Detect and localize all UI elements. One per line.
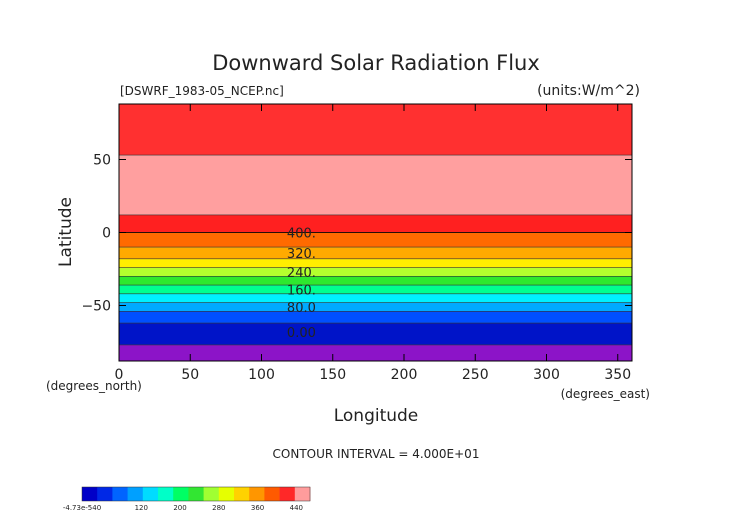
colorbar-swatch (203, 487, 220, 501)
x-tick-label: 250 (462, 367, 489, 383)
colorbar-swatch (294, 487, 311, 501)
colorbar-swatch (173, 487, 189, 501)
contour-band (119, 293, 632, 303)
colorbar-label: -4.73e-540 (63, 504, 101, 512)
colorbar-label: 280 (212, 504, 225, 512)
colorbar-label: 120 (135, 504, 148, 512)
contour-label: 160. (287, 283, 316, 298)
colorbar-swatch (188, 487, 205, 501)
colorbar-swatch (82, 487, 98, 501)
colorbar-swatch (158, 487, 174, 501)
contour-band (119, 311, 632, 324)
colorbar-label: 200 (173, 504, 186, 512)
contour-label: 320. (287, 247, 316, 262)
plot-area (119, 104, 632, 361)
y-axis-label: Latitude (56, 197, 76, 267)
chart-title: Downward Solar Radiation Flux (212, 51, 540, 75)
colorbar-swatch (249, 487, 265, 501)
colorbar-label: 360 (251, 504, 264, 512)
x-unit-label: (degrees_east) (561, 387, 650, 401)
contour-band (119, 214, 632, 233)
y-axis: 50 0 −50 (81, 152, 632, 315)
x-axis: 0 50 100 150 200 250 300 350 (115, 104, 631, 383)
contour-interval-label: CONTOUR INTERVAL = 4.000E+01 (273, 447, 480, 461)
contour-band (119, 323, 632, 345)
colorbar-swatch (112, 487, 129, 501)
colorbar-swatch (279, 487, 296, 501)
contour-band (119, 267, 632, 277)
colorbar-labels: -4.73e-540 120 200 280 360 440 (63, 504, 303, 512)
colorbar-swatch (127, 487, 144, 501)
colorbar-swatch (142, 487, 159, 501)
contour-label: 0.00 (287, 326, 316, 341)
source-label: [DSWRF_1983-05_NCEP.nc] (120, 84, 284, 98)
contour-band (119, 276, 632, 286)
contour-labels: 400. 320. 240. 160. 80.0 0.00 (287, 227, 316, 341)
colorbar-swatch (97, 487, 113, 501)
contour-band (119, 104, 632, 156)
colorbar-frame (81, 486, 311, 502)
x-tick-label: 100 (248, 367, 275, 383)
x-tick-label: 300 (533, 367, 560, 383)
x-tick-label: 50 (181, 367, 199, 383)
colorbar-swatch (264, 487, 281, 501)
x-tick-label: 0 (115, 367, 124, 383)
y-unit-label: (degrees_north) (46, 379, 142, 393)
contour-band (119, 232, 632, 248)
colorbar-swatch (218, 487, 235, 501)
x-tick-label: 150 (319, 367, 346, 383)
x-tick-label: 350 (604, 367, 631, 383)
contour-band (119, 302, 632, 312)
colorbar-label: 440 (290, 504, 303, 512)
contour-band (119, 247, 632, 259)
x-axis-label: Longitude (334, 406, 419, 426)
x-tick-label: 200 (391, 367, 418, 383)
colorbar (81, 486, 311, 502)
contour-label: 80.0 (287, 301, 316, 316)
contour-label: 240. (287, 266, 316, 281)
y-tick-label: 0 (102, 226, 111, 242)
contour-band (119, 258, 632, 268)
contour-band (119, 155, 632, 215)
y-tick-label: −50 (81, 299, 111, 315)
units-label: (units:W/m^2) (537, 83, 640, 99)
contour-band (119, 285, 632, 294)
colorbar-swatch (234, 487, 250, 501)
contour-label: 400. (287, 227, 316, 242)
y-tick-label: 50 (93, 152, 111, 168)
contour-band (119, 344, 632, 361)
